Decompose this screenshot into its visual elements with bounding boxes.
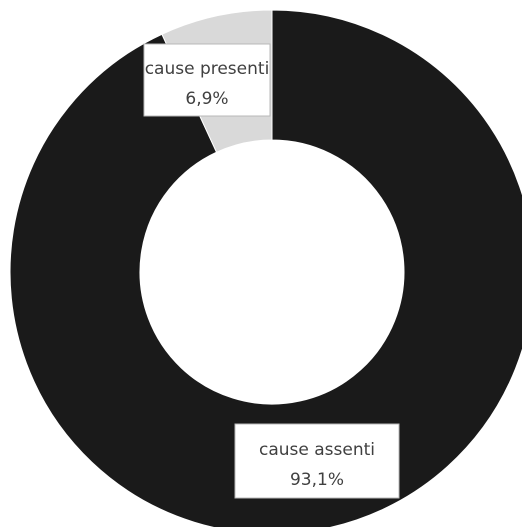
data-label-name-cause-presenti: cause presenti [145, 59, 270, 79]
data-label-box-cause-presenti [143, 43, 271, 117]
data-label-value-cause-assenti: 93,1% [290, 470, 344, 490]
slice-cause-assenti [9, 9, 522, 527]
data-label-cause-assenti: cause assenti 93,1% [234, 423, 400, 499]
data-label-cause-presenti: cause presenti 6,9% [143, 43, 271, 117]
data-label-value-cause-presenti: 6,9% [185, 89, 228, 109]
data-label-box-cause-assenti [234, 423, 400, 499]
data-label-name-cause-assenti: cause assenti [259, 440, 375, 460]
